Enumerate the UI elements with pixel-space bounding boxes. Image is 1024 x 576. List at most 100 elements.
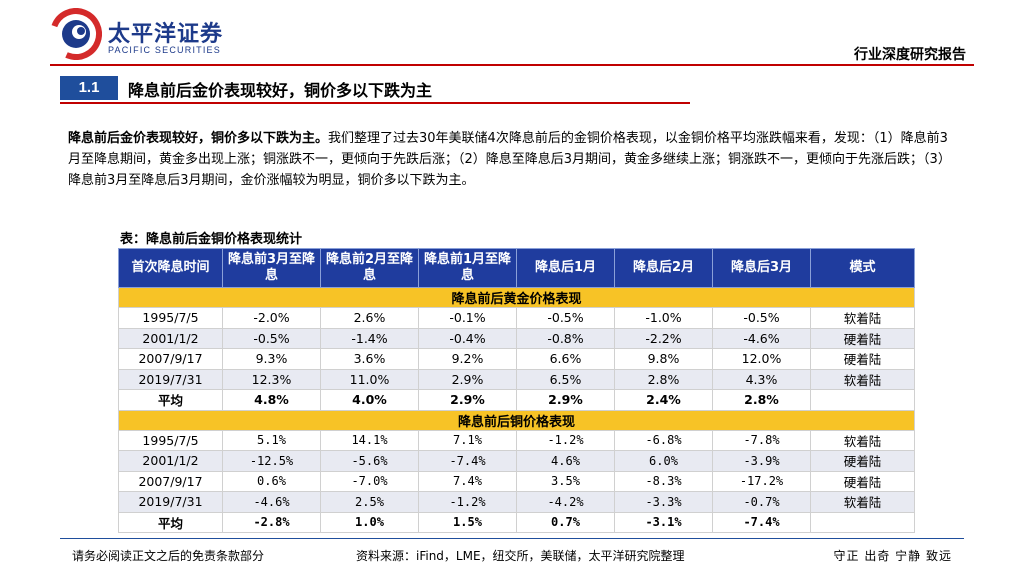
table-cell: -1.4%: [320, 327, 419, 349]
table-cell: 6.5%: [516, 368, 615, 390]
table-cell: 14.1%: [320, 429, 419, 451]
logo-mark-icon: [50, 8, 102, 60]
brand-name-cn: 太平洋证券: [108, 22, 224, 47]
table-row: 1995/7/5 -2.0% 2.6% -0.1% -0.5% -1.0% -0…: [118, 307, 915, 329]
table-cell: 1995/7/5: [118, 429, 223, 451]
table-cell: 2.8%: [712, 389, 811, 411]
table-cell: 7.1%: [418, 429, 517, 451]
report-type-label: 行业深度研究报告: [854, 47, 966, 63]
gold-band-label: 降息前后黄金价格表现: [118, 287, 915, 308]
table-cell: -1.2%: [516, 429, 615, 451]
footer-source: 资料来源：iFind，LME，纽交所，美联储，太平洋研究院整理: [356, 549, 685, 563]
table-cell: 软着陆: [810, 368, 915, 390]
section-divider: [60, 102, 690, 104]
table-cell: -2.2%: [614, 327, 713, 349]
table-cell: 2.9%: [418, 368, 517, 390]
table-cell: 9.3%: [222, 348, 321, 370]
table-cell: -4.6%: [712, 327, 811, 349]
table-cell: 软着陆: [810, 307, 915, 329]
table-cell: -4.6%: [222, 491, 321, 513]
table-cell: -7.8%: [712, 429, 811, 451]
table-cell: 硬着陆: [810, 450, 915, 472]
table-cell: 2.9%: [516, 389, 615, 411]
table-cell: 11.0%: [320, 368, 419, 390]
table-cell: -0.5%: [712, 307, 811, 329]
table-row: 2007/9/17 9.3% 3.6% 9.2% 6.6% 9.8% 12.0%…: [118, 348, 915, 370]
company-logo: 太平洋证券 PACIFIC SECURITIES: [50, 8, 240, 60]
table-cell: -7.0%: [320, 470, 419, 492]
table-cell: 9.2%: [418, 348, 517, 370]
table-cell: 1.0%: [320, 511, 419, 533]
table-cell: -7.4%: [712, 511, 811, 533]
column-header: 首次降息时间: [118, 248, 223, 288]
table-cell: -7.4%: [418, 450, 517, 472]
table-cell: 0.6%: [222, 470, 321, 492]
table-row: 1995/7/5 5.1% 14.1% 7.1% -1.2% -6.8% -7.…: [118, 429, 915, 451]
table-cell: 1995/7/5: [118, 307, 223, 329]
table-cell: 2001/1/2: [118, 327, 223, 349]
footer-divider: [60, 538, 964, 539]
table-cell: -2.8%: [222, 511, 321, 533]
summary-paragraph: 降息前后金价表现较好，铜价多以下跌为主。我们整理了过去30年美联储4次降息前后的…: [68, 128, 948, 191]
table-cell: 2.8%: [614, 368, 713, 390]
table-cell: 2.5%: [320, 491, 419, 513]
table-cell: -17.2%: [712, 470, 811, 492]
table-cell: 软着陆: [810, 429, 915, 451]
table-cell: 2007/9/17: [118, 348, 223, 370]
table-cell: 2007/9/17: [118, 470, 223, 492]
table-cell: 硬着陆: [810, 327, 915, 349]
table-cell: 6.6%: [516, 348, 615, 370]
column-header: 降息后2月: [614, 248, 713, 288]
column-header: 模式: [810, 248, 915, 288]
table-row: 2001/1/2 -0.5% -1.4% -0.4% -0.8% -2.2% -…: [118, 327, 915, 349]
footer-disclaimer: 请务必阅读正文之后的免责条款部分: [72, 549, 265, 563]
table-cell: 0.7%: [516, 511, 615, 533]
table-row: 2019/7/31 -4.6% 2.5% -1.2% -4.2% -3.3% -…: [118, 491, 915, 513]
table-cell: 硬着陆: [810, 348, 915, 370]
table-cell: -0.4%: [418, 327, 517, 349]
table-title: 表：降息前后金铜价格表现统计: [120, 232, 303, 247]
table-header-row: 首次降息时间 降息前3月至降息 降息前2月至降息 降息前1月至降息 降息后1月 …: [118, 248, 915, 288]
table-cell: -12.5%: [222, 450, 321, 472]
paragraph-body: 我们整理了过去30年美联储4次降息前后的金铜价格表现，以金铜价格平均涨跌幅来看，…: [68, 131, 948, 188]
table-cell: 6.0%: [614, 450, 713, 472]
table-cell: 硬着陆: [810, 470, 915, 492]
brand-name-en: PACIFIC SECURITIES: [108, 45, 221, 55]
table-cell: 2.9%: [418, 389, 517, 411]
column-header: 降息后1月: [516, 248, 615, 288]
table-cell: 3.5%: [516, 470, 615, 492]
table-cell: 3.6%: [320, 348, 419, 370]
table-cell: 12.3%: [222, 368, 321, 390]
table-cell: 2.6%: [320, 307, 419, 329]
paragraph-lead: 降息前后金价表现较好，铜价多以下跌为主。: [68, 131, 329, 146]
table-cell: -0.8%: [516, 327, 615, 349]
copper-band-row: 降息前后铜价格表现: [118, 409, 915, 431]
table-cell: 5.1%: [222, 429, 321, 451]
table-cell: -0.1%: [418, 307, 517, 329]
table-cell: 2019/7/31: [118, 368, 223, 390]
table-cell: [810, 389, 915, 411]
table-cell: 软着陆: [810, 491, 915, 513]
column-header: 降息前3月至降息: [222, 248, 321, 288]
table-cell: -4.2%: [516, 491, 615, 513]
column-header: 降息前1月至降息: [418, 248, 517, 288]
table-cell: 4.6%: [516, 450, 615, 472]
header-divider: [50, 64, 974, 66]
table-cell: 4.8%: [222, 389, 321, 411]
table-cell: -2.0%: [222, 307, 321, 329]
table-cell: -3.3%: [614, 491, 713, 513]
table-cell: 4.0%: [320, 389, 419, 411]
table-cell: -5.6%: [320, 450, 419, 472]
column-header: 降息后3月: [712, 248, 811, 288]
table-cell: [810, 511, 915, 533]
table-cell: 2001/1/2: [118, 450, 223, 472]
table-cell: -3.9%: [712, 450, 811, 472]
copper-average-row: 平均 -2.8% 1.0% 1.5% 0.7% -3.1% -7.4%: [118, 511, 915, 533]
table-cell: 7.4%: [418, 470, 517, 492]
table-cell: 1.5%: [418, 511, 517, 533]
gold-band-row: 降息前后黄金价格表现: [118, 287, 915, 308]
table-cell: 9.8%: [614, 348, 713, 370]
table-cell: -8.3%: [614, 470, 713, 492]
section-number: 1.1: [60, 76, 118, 100]
column-header: 降息前2月至降息: [320, 248, 419, 288]
